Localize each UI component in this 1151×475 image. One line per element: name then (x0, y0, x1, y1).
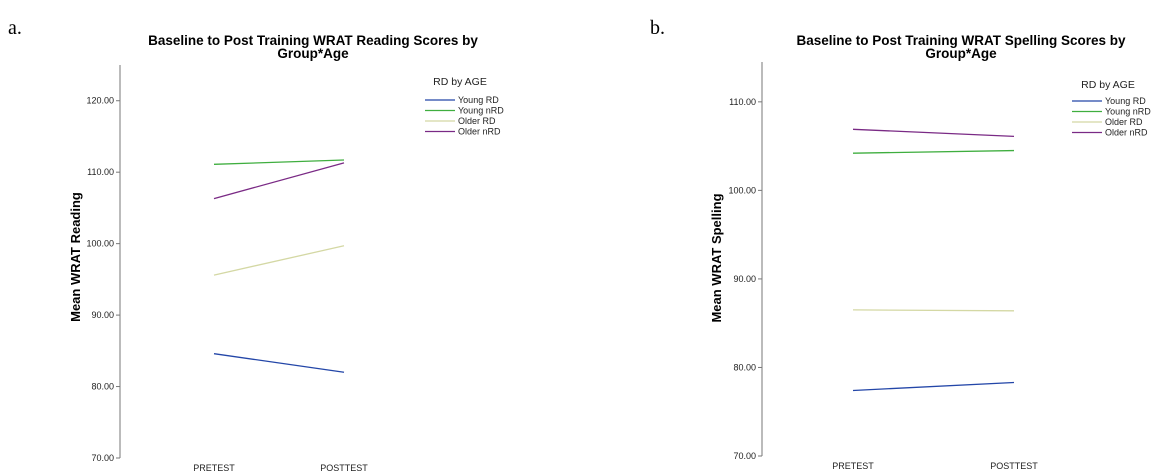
series-line-older-rd (852, 309, 1015, 312)
y-tick-label: 110.00 (729, 97, 756, 107)
series-line-young-rd (852, 381, 1015, 392)
chart-panel-b: b. Baseline to Post Training WRAT Spellin… (650, 17, 1151, 471)
x-tick-label: PRETEST (193, 463, 235, 473)
y-tick-label: 90.00 (733, 274, 756, 284)
legend-label: Older RD (458, 116, 496, 126)
series-line-young-rd (213, 353, 345, 373)
x-tick-label: POSTTEST (320, 463, 368, 473)
x-tick-label: POSTTEST (990, 461, 1038, 471)
series-line-older-nrd (213, 162, 345, 200)
y-axis-label: Mean WRAT Reading (68, 192, 83, 322)
y-tick-label: 100.00 (728, 185, 756, 195)
chart-title-line: Baseline to Post Training WRAT Spelling … (796, 33, 1126, 48)
legend-title: RD by AGE (1081, 79, 1135, 91)
chart-title-line: Group*Age (277, 46, 349, 61)
y-tick-label: 110.00 (87, 167, 114, 177)
series-line-older-nrd (852, 128, 1015, 138)
y-tick-label: 100.00 (86, 239, 114, 249)
series-line-young-nrd (852, 149, 1015, 154)
series-line-young-nrd (213, 159, 345, 165)
y-axis-label: Mean WRAT Spelling (709, 193, 724, 322)
y-tick-label: 80.00 (733, 362, 756, 372)
chart-title: Baseline to Post Training WRAT Spelling … (796, 33, 1126, 61)
chart-title-line: Baseline to Post Training WRAT Reading S… (148, 33, 478, 48)
chart-panel-a: a. Baseline to Post Training WRAT Reading… (8, 17, 504, 473)
legend-label: Young RD (458, 95, 499, 105)
chart-title-line: Group*Age (925, 46, 997, 61)
legend-label: Young nRD (458, 106, 504, 116)
y-tick-label: 90.00 (91, 310, 114, 320)
series-line-older-rd (213, 245, 345, 276)
y-tick-label: 70.00 (733, 451, 756, 461)
legend-label: Older nRD (458, 127, 501, 137)
panel-label: a. (8, 17, 22, 39)
legend-label: Young nRD (1105, 107, 1151, 117)
legend-label: Young RD (1105, 96, 1146, 106)
y-tick-label: 80.00 (91, 382, 114, 392)
y-tick-label: 120.00 (86, 96, 114, 106)
legend-label: Older nRD (1105, 128, 1148, 138)
legend-title: RD by AGE (433, 76, 487, 88)
panel-label: b. (650, 17, 665, 39)
y-tick-label: 70.00 (91, 453, 114, 463)
x-tick-label: PRETEST (832, 461, 874, 471)
legend-label: Older RD (1105, 117, 1143, 127)
chart-title: Baseline to Post Training WRAT Reading S… (148, 33, 478, 61)
